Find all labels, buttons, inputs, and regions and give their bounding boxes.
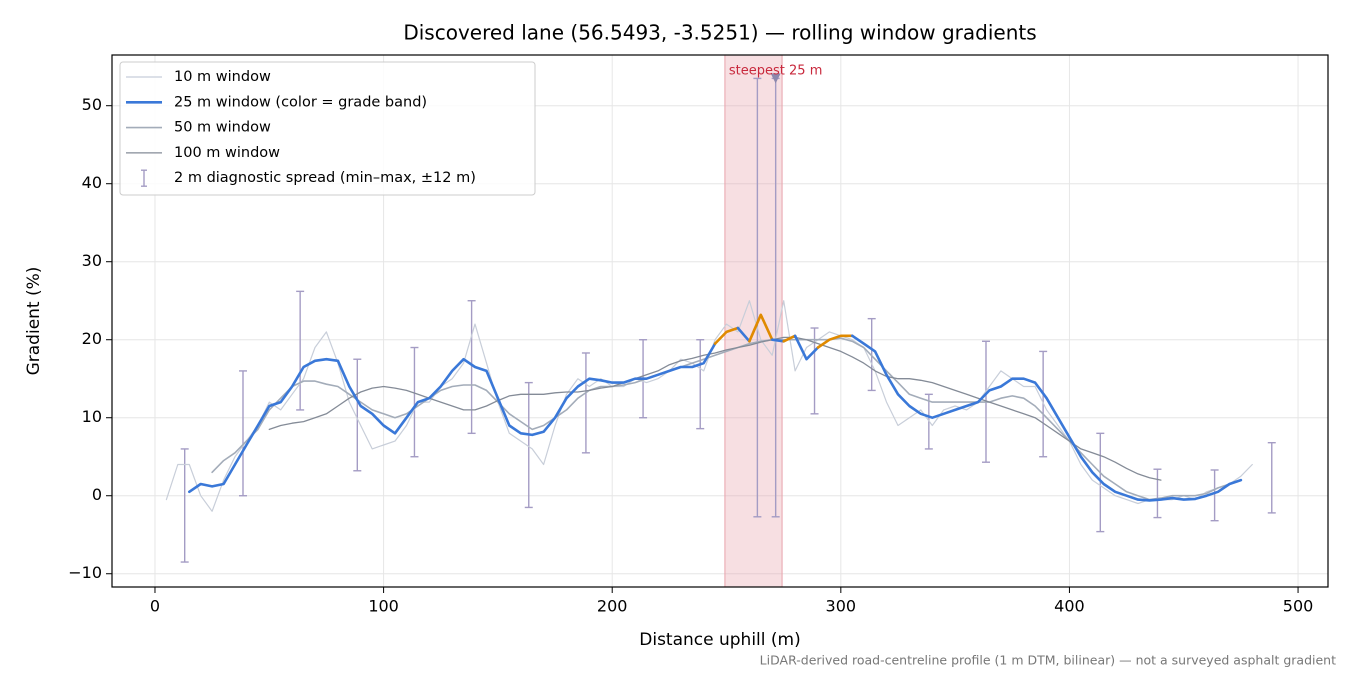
y-tick-label: 30	[82, 251, 102, 270]
legend-label: 100 m window	[174, 145, 280, 161]
series-line	[736, 326, 751, 343]
x-axis-label: Distance uphill (m)	[639, 630, 800, 650]
y-tick-label: 50	[82, 95, 102, 114]
legend-label: 10 m window	[174, 69, 271, 85]
chart-title: Discovered lane (56.5493, -3.5251) — rol…	[403, 21, 1036, 45]
x-tick-label: 0	[150, 597, 160, 616]
steepest-marker	[770, 73, 781, 84]
x-tick-label: 200	[597, 597, 628, 616]
steepest-span	[724, 54, 783, 588]
x-tick-label: 100	[368, 597, 399, 616]
legend-label: 2 m diagnostic spread (min–max, ±12 m)	[174, 170, 476, 186]
y-tick-label: −10	[68, 563, 102, 582]
y-tick-label: 10	[82, 407, 102, 426]
y-tick-label: 0	[92, 485, 102, 504]
y-tick-label: 20	[82, 329, 102, 348]
series-line	[782, 334, 797, 343]
series-line	[816, 334, 854, 349]
series-line	[268, 336, 1162, 481]
plot-frame	[111, 54, 1329, 588]
x-tick-label: 500	[1283, 597, 1314, 616]
series-line	[793, 334, 820, 361]
x-tick-label: 400	[1054, 597, 1085, 616]
y-axis-label: Gradient (%)	[24, 267, 44, 376]
series-line	[770, 338, 785, 343]
footnote: LiDAR-derived road-centreline profile (1…	[760, 653, 1336, 668]
legend-label: 25 m window (color = grade band)	[174, 94, 427, 110]
series-line	[188, 342, 717, 494]
y-tick-label: 40	[82, 173, 102, 192]
series-line	[851, 334, 1243, 502]
legend-box	[119, 61, 536, 196]
legend-label: 50 m window	[174, 120, 271, 136]
x-tick-label: 300	[826, 597, 857, 616]
series-line	[748, 313, 774, 343]
series-line	[713, 326, 740, 345]
annotation: steepest 25 m	[729, 64, 822, 79]
